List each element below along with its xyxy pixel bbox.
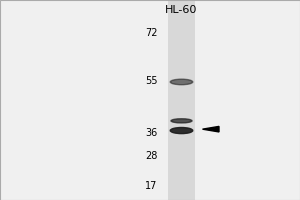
Ellipse shape — [170, 128, 193, 134]
Text: 17: 17 — [145, 181, 158, 191]
Text: 28: 28 — [145, 151, 158, 161]
Text: HL-60: HL-60 — [165, 5, 198, 15]
Polygon shape — [202, 126, 219, 132]
Text: 72: 72 — [145, 28, 158, 38]
Ellipse shape — [171, 119, 192, 123]
Ellipse shape — [170, 79, 193, 85]
Bar — [168, 0, 195, 200]
Text: 55: 55 — [145, 76, 158, 86]
Text: 36: 36 — [145, 128, 158, 138]
